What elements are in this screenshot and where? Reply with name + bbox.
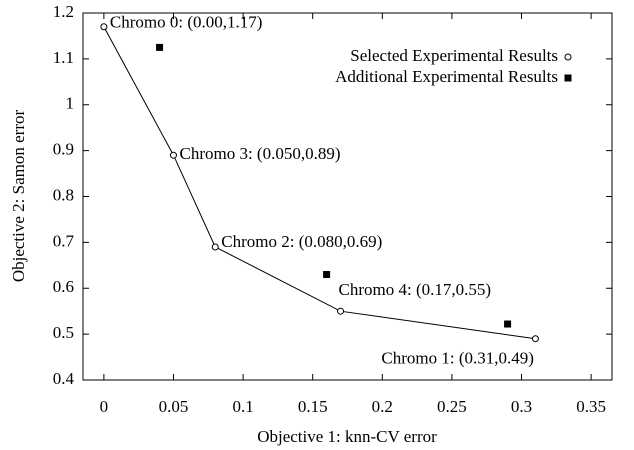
x-tick-label: 0.1 xyxy=(232,397,253,416)
y-tick-label: 0.7 xyxy=(53,231,75,250)
x-tick-label: 0.05 xyxy=(159,397,189,416)
point xyxy=(156,43,164,51)
y-axis-label: Objective 2: Samon error xyxy=(9,110,28,283)
x-axis-label: Objective 1: knn-CV error xyxy=(257,427,437,446)
x-tick-label: 0.2 xyxy=(372,397,393,416)
point-label: Chromo 1: (0.31,0.49) xyxy=(381,349,534,368)
y-tick-label: 0.4 xyxy=(53,369,75,388)
y-tick-label: 1 xyxy=(66,94,75,113)
x-tick-label: 0.35 xyxy=(576,397,606,416)
x-tick-label: 0.3 xyxy=(511,397,532,416)
legend-marker xyxy=(564,74,572,82)
point xyxy=(211,243,219,251)
legend-label: Selected Experimental Results xyxy=(350,46,558,65)
point-label: Chromo 0: (0.00,1.17) xyxy=(110,13,263,32)
y-tick-label: 0.5 xyxy=(53,323,74,342)
legend-marker xyxy=(564,53,572,61)
y-tick-label: 0.9 xyxy=(53,140,74,159)
point xyxy=(337,307,345,315)
point-label: Chromo 3: (0.050,0.89) xyxy=(179,144,340,163)
point-label: Chromo 2: (0.080,0.69) xyxy=(221,232,382,251)
y-tick-label: 1.2 xyxy=(53,2,74,21)
point xyxy=(100,23,108,31)
point-label: Chromo 4: (0.17,0.55) xyxy=(339,280,492,299)
y-tick-label: 1.1 xyxy=(53,48,74,67)
point xyxy=(323,270,331,278)
point xyxy=(531,335,539,343)
point xyxy=(169,151,177,159)
x-tick-label: 0.15 xyxy=(298,397,328,416)
y-tick-label: 0.8 xyxy=(53,185,74,204)
point xyxy=(504,320,512,328)
x-tick-label: 0.25 xyxy=(437,397,467,416)
legend-label: Additional Experimental Results xyxy=(335,67,558,86)
y-tick-label: 0.6 xyxy=(53,277,74,296)
x-tick-label: 0 xyxy=(100,397,109,416)
